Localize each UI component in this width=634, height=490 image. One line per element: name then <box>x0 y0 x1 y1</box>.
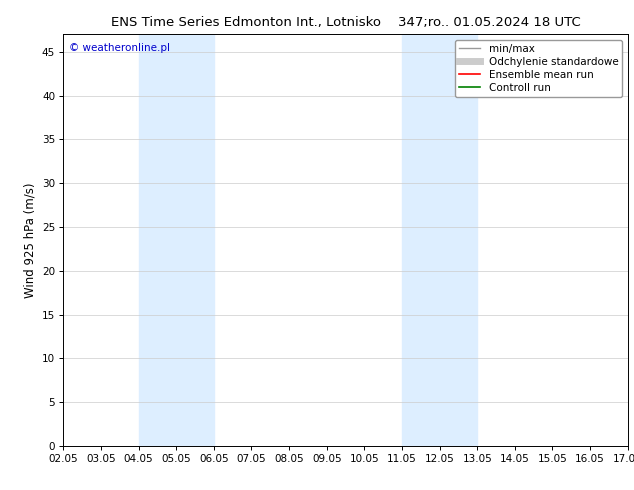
Legend: min/max, Odchylenie standardowe, Ensemble mean run, Controll run: min/max, Odchylenie standardowe, Ensembl… <box>455 40 623 97</box>
Bar <box>139 34 214 446</box>
Text: © weatheronline.pl: © weatheronline.pl <box>69 43 170 52</box>
Y-axis label: Wind 925 hPa (m/s): Wind 925 hPa (m/s) <box>23 182 36 298</box>
Bar <box>402 34 477 446</box>
Title: ENS Time Series Edmonton Int., Lotnisko    347;ro.. 01.05.2024 18 UTC: ENS Time Series Edmonton Int., Lotnisko … <box>111 16 580 29</box>
